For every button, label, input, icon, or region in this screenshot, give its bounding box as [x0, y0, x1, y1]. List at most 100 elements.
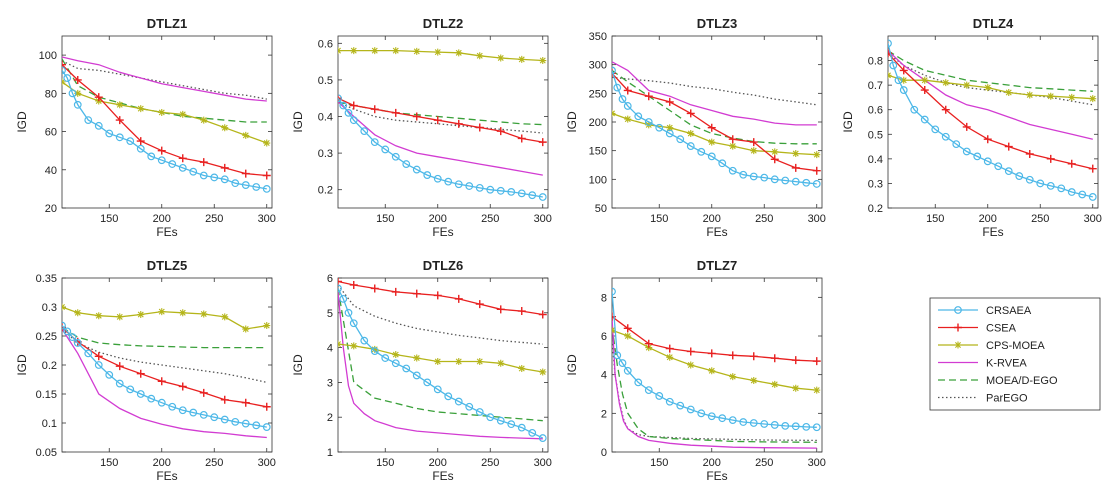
x-tick-label: 150	[650, 213, 668, 225]
data-point	[941, 132, 950, 141]
data-point	[952, 140, 961, 149]
data-point	[899, 66, 908, 75]
data-point	[728, 135, 737, 144]
series-line	[62, 326, 267, 349]
data-point	[210, 173, 219, 182]
data-point	[402, 160, 411, 168]
series-parego	[62, 328, 267, 384]
data-point	[613, 83, 622, 92]
y-axis-label: IGD	[841, 111, 855, 133]
data-point	[262, 184, 271, 193]
legend-entry-csea: CSEA	[938, 323, 1017, 335]
data-point	[115, 379, 124, 388]
legend-frame	[929, 297, 1101, 411]
y-axis-label: IGD	[15, 111, 29, 133]
series-cps-moea	[338, 340, 547, 376]
data-point	[370, 138, 379, 147]
chart-title: DTLZ7	[697, 258, 737, 273]
x-tick-label: 300	[258, 457, 276, 469]
y-tick-label: 0.5	[318, 75, 333, 87]
series-line	[62, 328, 267, 384]
data-point	[242, 325, 250, 333]
data-point	[241, 169, 250, 178]
data-point	[665, 97, 674, 106]
y-tick-label: 5	[327, 308, 333, 320]
data-point	[983, 157, 992, 166]
data-point	[728, 351, 737, 360]
legend-entry-crsaea: CRSAEA	[938, 305, 1032, 317]
series-line	[62, 70, 267, 190]
data-point	[136, 369, 145, 378]
series-moea-d-ego	[62, 58, 267, 123]
x-tick-label: 200	[703, 457, 721, 469]
data-point	[921, 76, 929, 84]
data-point	[73, 75, 82, 84]
data-point	[749, 172, 758, 181]
series-crsaea	[612, 66, 821, 188]
data-point	[718, 159, 727, 168]
data-point	[1078, 190, 1087, 199]
series-k-rvea	[612, 316, 817, 449]
data-point	[666, 353, 674, 361]
data-point	[497, 54, 505, 62]
data-point	[634, 378, 643, 387]
data-point	[392, 351, 400, 359]
data-point	[370, 284, 379, 293]
data-point	[220, 163, 229, 172]
data-point	[147, 394, 156, 403]
data-point	[116, 101, 124, 109]
plot-frame	[611, 35, 823, 209]
x-tick-label: 200	[703, 213, 721, 225]
data-point	[413, 47, 421, 55]
data-point	[350, 47, 358, 55]
data-point	[137, 105, 145, 113]
x-tick-label: 200	[153, 213, 171, 225]
y-tick-label: 4	[601, 370, 607, 382]
series-line	[888, 43, 1093, 198]
y-axis-label: IGD	[291, 111, 305, 133]
data-point	[115, 116, 124, 125]
data-point	[402, 364, 411, 373]
series-line	[612, 326, 817, 443]
data-point	[665, 129, 674, 138]
data-point	[613, 351, 622, 360]
data-point	[920, 115, 929, 124]
series-line	[62, 56, 267, 102]
data-point	[749, 419, 758, 427]
data-point	[612, 287, 616, 296]
x-tick-label: 200	[979, 213, 997, 225]
data-point	[750, 147, 758, 155]
data-point	[813, 386, 821, 394]
data-point	[84, 116, 93, 124]
y-tick-label: 0.8	[868, 56, 883, 68]
series-k-rvea	[338, 101, 543, 176]
data-point	[412, 112, 421, 121]
y-tick-label: 1	[327, 447, 333, 459]
series-parego	[338, 284, 543, 345]
data-point	[507, 187, 516, 196]
data-point	[63, 327, 72, 336]
y-tick-label: 6	[601, 331, 607, 343]
series-k-rvea	[62, 56, 267, 102]
series-line	[338, 284, 543, 345]
plot-frame	[887, 35, 1099, 209]
data-point	[433, 116, 442, 125]
data-point	[433, 291, 442, 300]
data-point	[612, 69, 616, 78]
data-point	[178, 382, 187, 391]
data-point	[115, 133, 124, 142]
data-point	[178, 406, 187, 415]
data-point	[708, 138, 716, 146]
series-cps-moea	[612, 109, 821, 159]
x-tick-label: 200	[429, 457, 447, 469]
data-point	[200, 116, 208, 124]
data-point	[126, 137, 135, 146]
legend-marker	[954, 323, 962, 332]
data-point	[158, 308, 166, 316]
data-point	[242, 131, 250, 139]
data-point	[68, 89, 77, 98]
data-point	[136, 144, 145, 153]
legend-label: K-RVEA	[986, 358, 1027, 370]
data-point	[708, 367, 716, 375]
